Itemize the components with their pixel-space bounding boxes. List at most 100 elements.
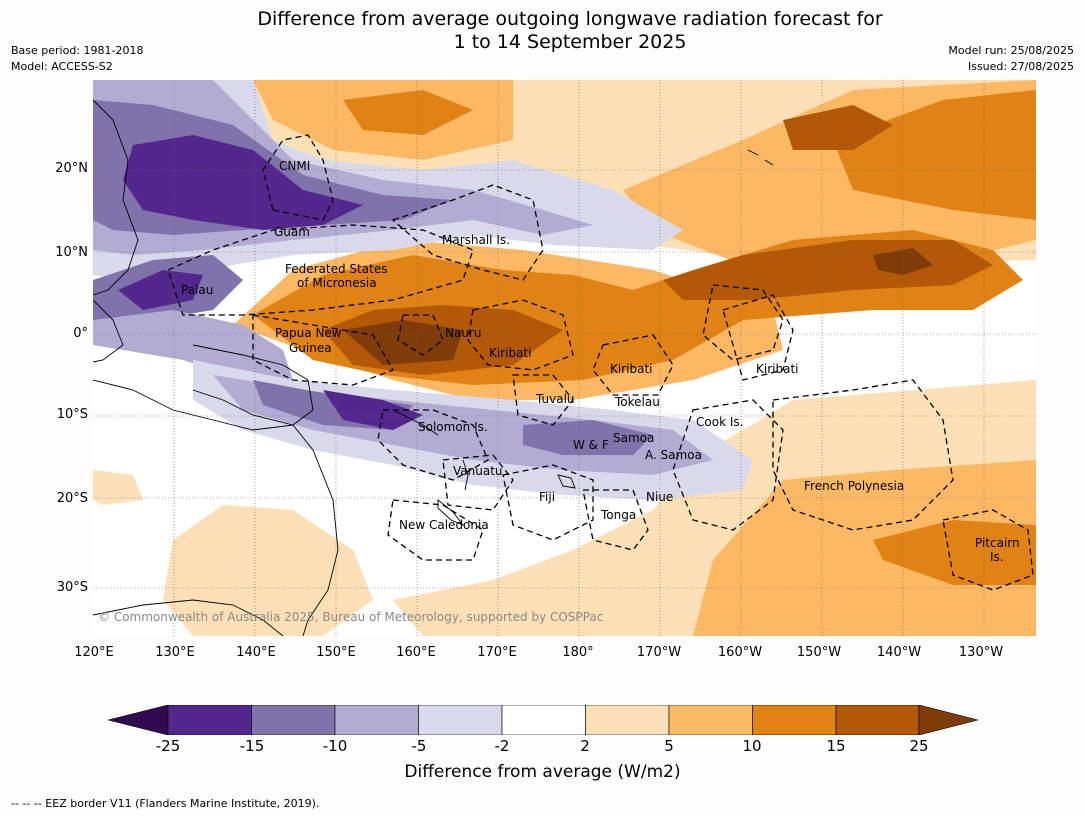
meta-right: Model run: 25/08/2025 Issued: 27/08/2025 xyxy=(948,43,1074,75)
colorbar-tick: 2 xyxy=(580,737,590,755)
lon-label-180: 180° xyxy=(562,645,594,660)
lon-label-150e: 150°E xyxy=(316,645,356,660)
lon-label-120e: 120°E xyxy=(74,645,114,660)
label-guam: Guam xyxy=(274,225,310,239)
map-svg: CNMI Guam Marshall Is. Federated States … xyxy=(93,80,1036,636)
positive-anomaly-left-patch xyxy=(93,470,143,505)
eez-borders xyxy=(167,134,1034,591)
model-name: Model: ACCESS-S2 xyxy=(11,60,113,73)
label-tokelau: Tokelau xyxy=(614,395,660,409)
colorbar-segment xyxy=(752,705,837,735)
label-png-1: Papua New xyxy=(275,326,342,340)
borneo-coast xyxy=(93,299,124,363)
label-fsm-1: Federated States xyxy=(285,262,387,276)
colorbar xyxy=(108,705,978,735)
lat-label-eq: 0° xyxy=(73,326,88,341)
place-labels: CNMI Guam Marshall Is. Federated States … xyxy=(181,159,1020,564)
label-cook: Cook Is. xyxy=(696,415,743,429)
lat-label-10s: 10°S xyxy=(56,407,88,422)
label-tonga: Tonga xyxy=(600,508,636,522)
vanuatu-coast xyxy=(462,459,469,491)
lon-label-160w: 160°W xyxy=(717,645,763,660)
label-kiribati-w: Kiribati xyxy=(489,346,531,360)
title-line-2: 1 to 14 September 2025 xyxy=(453,31,687,53)
negative-anomaly-north-core xyxy=(123,135,363,230)
colorbar-segment xyxy=(668,705,753,735)
label-samoa: Samoa xyxy=(613,431,654,445)
label-nauru: Nauru xyxy=(445,326,481,340)
colorbar-tick: 10 xyxy=(742,737,762,755)
lat-label-20s: 20°S xyxy=(56,491,88,506)
colorbar-tick: -15 xyxy=(239,737,265,755)
negative-anomaly-palau-core xyxy=(118,270,203,310)
lon-label-170w: 170°W xyxy=(636,645,682,660)
label-fsm-2: of Micronesia xyxy=(297,276,377,290)
label-marshall: Marshall Is. xyxy=(442,233,510,247)
colorbar-segment xyxy=(251,705,336,735)
lon-label-170e: 170°E xyxy=(477,645,517,660)
lon-label-150w: 150°W xyxy=(796,645,842,660)
label-wf: W & F xyxy=(573,438,609,452)
lat-label-30s: 30°S xyxy=(56,580,88,595)
copyright-notice: © Commonwealth of Australia 2025, Bureau… xyxy=(98,610,603,624)
positive-anomaly-pitcairn-dark xyxy=(873,520,1036,585)
philippines-coast xyxy=(93,99,139,296)
eez-fp xyxy=(772,379,954,531)
eez-tonga xyxy=(582,489,649,551)
lat-label-10n: 10°N xyxy=(55,245,88,260)
chart-title: Difference from average outgoing longwav… xyxy=(0,8,1085,54)
colorbar-low-extension xyxy=(108,705,169,735)
australia-south xyxy=(93,599,284,636)
label-fp: French Polynesia xyxy=(804,479,904,493)
label-palau: Palau xyxy=(181,283,213,297)
olr-anomaly-map: CNMI Guam Marshall Is. Federated States … xyxy=(93,80,1036,636)
colorbar-tick: -10 xyxy=(322,737,348,755)
label-kiribati-c: Kiribati xyxy=(610,362,652,376)
label-fiji: Fiji xyxy=(539,490,555,504)
colorbar-tick: -25 xyxy=(155,737,181,755)
colorbar-segment xyxy=(585,705,670,735)
colorbar-segment xyxy=(501,705,586,735)
eez-solomon xyxy=(377,409,489,481)
australia-coast xyxy=(93,379,339,636)
colorbar-tick: -2 xyxy=(494,737,510,755)
lon-label-160e: 160°E xyxy=(396,645,436,660)
new-caledonia-coast xyxy=(437,499,465,527)
fiji-coast xyxy=(557,474,576,489)
eez-ne xyxy=(722,294,794,381)
lon-label-130w: 130°W xyxy=(958,645,1004,660)
eez-tuvalu xyxy=(512,374,574,426)
eez-kiribati-e xyxy=(702,284,784,361)
colorbar-tick: 5 xyxy=(664,737,674,755)
eez-marshall xyxy=(391,184,544,281)
eez-cnmi xyxy=(262,134,334,221)
lon-label-140e: 140°E xyxy=(236,645,276,660)
label-niue: Niue xyxy=(646,490,673,504)
eez-cook xyxy=(672,399,784,531)
eez-vanuatu xyxy=(442,454,514,511)
colorbar-segment xyxy=(167,705,252,735)
eez-nauru xyxy=(397,314,444,356)
label-tuvalu: Tuvalu xyxy=(535,392,575,406)
label-pitcairn-2: Is. xyxy=(990,550,1004,564)
colorbar-tick: 25 xyxy=(909,737,929,755)
label-cnmi: CNMI xyxy=(279,159,310,173)
colorbar-high-extension xyxy=(918,705,978,735)
eez-png xyxy=(252,314,394,386)
colorbar-segment xyxy=(334,705,419,735)
lat-label-20n: 20°N xyxy=(55,161,88,176)
label-kiribati-e: Kiribati xyxy=(756,362,798,376)
lon-label-130e: 130°E xyxy=(155,645,195,660)
negative-anomaly-samoa-dark xyxy=(523,420,653,455)
label-asamoa: A. Samoa xyxy=(645,448,702,462)
negative-anomaly-solomon-core xyxy=(323,390,423,430)
solomon-coast xyxy=(392,409,439,436)
colorbar-segment xyxy=(418,705,503,735)
positive-anomaly-ne-dark-2 xyxy=(343,90,473,135)
label-solomon: Solomon Is. xyxy=(418,420,488,434)
model-run: Model run: 25/08/2025 xyxy=(948,44,1074,57)
base-period: Base period: 1981-2018 xyxy=(11,44,144,57)
hawaii-islands xyxy=(747,149,774,166)
colorbar-tick: -5 xyxy=(411,737,427,755)
label-newcal: New Caledonia xyxy=(399,518,489,532)
